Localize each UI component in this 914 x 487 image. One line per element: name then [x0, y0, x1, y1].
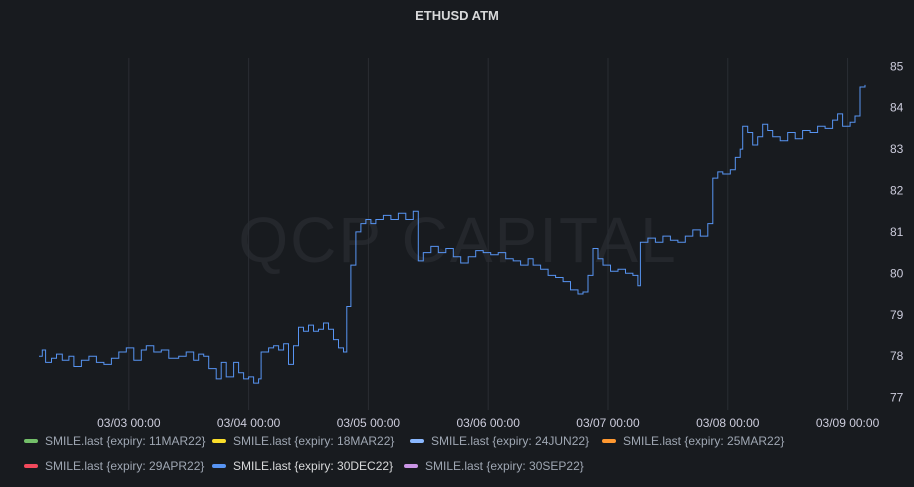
x-tick-label: 03/05 00:00 — [337, 416, 401, 430]
x-tick-label: 03/06 00:00 — [456, 416, 520, 430]
legend-label: SMILE.last {expiry: 11MAR22} — [45, 434, 206, 448]
legend-item[interactable]: SMILE.last {expiry: 18MAR22} — [212, 434, 394, 448]
legend-label: SMILE.last {expiry: 30SEP22} — [425, 459, 584, 473]
legend-swatch — [212, 464, 226, 468]
legend-label: SMILE.last {expiry: 18MAR22} — [233, 434, 395, 448]
legend-label: SMILE.last {expiry: 24JUN22} — [431, 434, 590, 448]
y-tick-label: 83 — [890, 142, 904, 156]
y-tick-label: 82 — [890, 184, 904, 198]
legend-label: SMILE.last {expiry: 29APR22} — [45, 459, 205, 473]
x-tick-label: 03/07 00:00 — [576, 416, 640, 430]
legend-item[interactable]: SMILE.last {expiry: 29APR22} — [24, 459, 204, 473]
legend-label: SMILE.last {expiry: 30DEC22} — [233, 459, 394, 473]
legend-swatch — [24, 464, 38, 468]
y-tick-label: 80 — [890, 266, 904, 280]
legend-item[interactable]: SMILE.last {expiry: 30SEP22} — [404, 459, 584, 473]
y-tick-label: 77 — [890, 391, 904, 405]
legend-label: SMILE.last {expiry: 25MAR22} — [623, 434, 785, 448]
y-tick-label: 84 — [890, 101, 904, 115]
y-tick-label: 79 — [890, 308, 904, 322]
x-axis-ticks: 03/03 00:00 03/04 00:00 03/05 00:00 03/06 0… — [97, 416, 879, 430]
x-tick-label: 03/09 00:00 — [816, 416, 880, 430]
grid-lines — [128, 58, 849, 410]
legend-swatch — [404, 464, 418, 468]
legend-swatch — [212, 439, 226, 443]
watermark-text: QCP CAPITAL — [238, 204, 677, 276]
y-tick-label: 85 — [890, 59, 904, 73]
legend-swatch — [410, 439, 424, 443]
y-tick-label: 78 — [890, 349, 904, 363]
series-line[interactable] — [39, 84, 866, 384]
x-tick-label: 03/04 00:00 — [217, 416, 281, 430]
panel-title[interactable]: ETHUSD ATM — [415, 8, 499, 23]
x-tick-label: 03/08 00:00 — [696, 416, 760, 430]
legend-item[interactable]: SMILE.last {expiry: 25MAR22} — [602, 434, 784, 448]
legend-item[interactable]: SMILE.last {expiry: 30DEC22} — [212, 459, 393, 473]
legend-item[interactable]: SMILE.last {expiry: 11MAR22} — [24, 434, 206, 448]
y-tick-label: 81 — [890, 225, 904, 239]
y-axis-ticks: 77 78 79 80 81 82 83 84 85 — [890, 59, 904, 404]
legend-swatch — [24, 439, 38, 443]
legend-swatch — [602, 439, 616, 443]
series-lines — [39, 84, 866, 384]
x-tick-label: 03/03 00:00 — [97, 416, 161, 430]
legend-item[interactable]: SMILE.last {expiry: 24JUN22} — [410, 434, 589, 448]
